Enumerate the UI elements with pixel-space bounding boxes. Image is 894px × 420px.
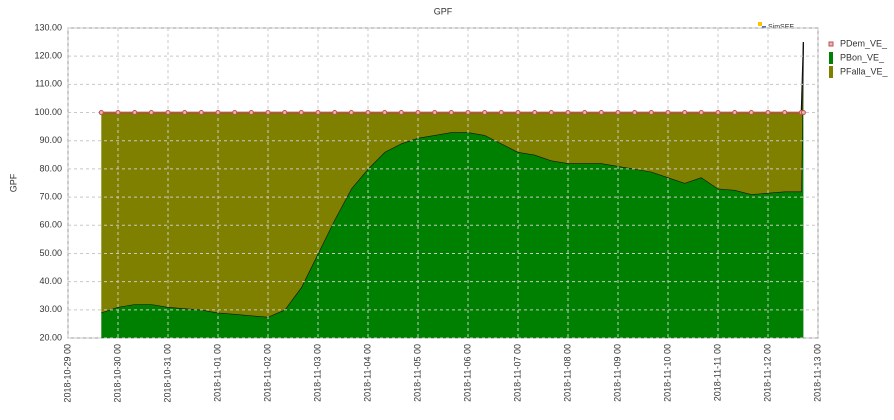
y-axis-label: GPF xyxy=(8,173,18,192)
marker xyxy=(515,110,521,116)
legend-swatch xyxy=(828,41,834,47)
x-tick-label: 2018-10-29 00 xyxy=(62,344,72,403)
y-tick-label: 100.00 xyxy=(34,107,62,117)
marker xyxy=(648,110,654,116)
marker xyxy=(448,110,454,116)
legend-label: PFalla_VE_ xyxy=(840,66,889,76)
marker xyxy=(615,110,621,116)
marker xyxy=(465,110,471,116)
marker xyxy=(765,110,771,116)
logo: SimSEE xyxy=(768,24,794,31)
y-tick-label: 90.00 xyxy=(39,135,62,145)
marker xyxy=(365,110,371,116)
marker xyxy=(598,110,604,116)
marker xyxy=(532,110,538,116)
marker xyxy=(382,110,388,116)
y-tick-label: 110.00 xyxy=(35,79,62,89)
x-tick-label: 2018-11-03 00 xyxy=(312,344,322,402)
marker xyxy=(265,110,271,116)
x-tick-label: 2018-11-08 00 xyxy=(562,344,572,402)
legend-swatch xyxy=(829,66,833,78)
x-tick-label: 2018-11-04 00 xyxy=(362,344,372,402)
marker xyxy=(115,110,121,116)
x-tick-label: 2018-11-01 00 xyxy=(212,344,222,402)
x-tick-label: 2018-11-09 00 xyxy=(612,344,622,402)
marker xyxy=(632,110,638,116)
x-tick-label: 2018-11-07 00 xyxy=(512,344,522,402)
marker xyxy=(348,110,354,116)
y-tick-label: 70.00 xyxy=(39,191,62,201)
area xyxy=(101,42,804,338)
marker xyxy=(482,110,488,116)
y-tick-label: 60.00 xyxy=(39,220,62,230)
y-tick-label: 130.00 xyxy=(34,22,62,32)
marker xyxy=(215,110,221,116)
marker xyxy=(732,110,738,116)
marker xyxy=(248,110,254,116)
x-tick-label: 2018-11-02 00 xyxy=(262,344,272,402)
marker xyxy=(800,110,806,116)
marker xyxy=(582,110,588,116)
y-tick-label: 120.00 xyxy=(34,51,62,61)
marker xyxy=(315,110,321,116)
x-tick-label: 2018-10-30 00 xyxy=(112,344,122,403)
x-tick-label: 2018-11-11 00 xyxy=(712,344,722,401)
y-tick-label: 50.00 xyxy=(39,248,62,258)
marker xyxy=(715,110,721,116)
x-tick-label: 2018-11-05 00 xyxy=(412,344,422,402)
x-tick-label: 2018-11-06 00 xyxy=(462,344,472,402)
x-tick-label: 2018-11-12 00 xyxy=(762,344,772,402)
legend-label: PBon_VE_ xyxy=(840,52,885,62)
marker xyxy=(565,110,571,116)
area xyxy=(101,42,804,317)
marker xyxy=(548,110,554,116)
marker xyxy=(698,110,704,116)
marker xyxy=(182,110,188,116)
x-tick-label: 2018-11-13 00 xyxy=(812,344,822,402)
marker xyxy=(398,110,404,116)
y-tick-label: 40.00 xyxy=(39,276,62,286)
marker xyxy=(282,110,288,116)
marker xyxy=(165,110,171,116)
y-tick-label: 30.00 xyxy=(39,304,62,314)
marker xyxy=(748,110,754,116)
legend-swatch xyxy=(829,52,833,64)
marker xyxy=(332,110,338,116)
marker xyxy=(98,110,104,116)
marker xyxy=(132,110,138,116)
marker xyxy=(782,110,788,116)
x-tick-label: 2018-11-10 00 xyxy=(662,344,672,402)
chart-title: GPF xyxy=(434,6,453,16)
marker xyxy=(298,110,304,116)
marker xyxy=(432,110,438,116)
marker xyxy=(498,110,504,116)
y-tick-label: 20.00 xyxy=(39,332,62,342)
marker xyxy=(148,110,154,116)
logo-icon xyxy=(758,22,762,26)
marker xyxy=(665,110,671,116)
x-tick-label: 2018-10-31 00 xyxy=(162,344,172,403)
marker xyxy=(198,110,204,116)
marker xyxy=(415,110,421,116)
marker xyxy=(232,110,238,116)
y-tick-label: 80.00 xyxy=(39,163,62,173)
legend-label: PDem_VE_ xyxy=(840,38,888,48)
marker xyxy=(682,110,688,116)
